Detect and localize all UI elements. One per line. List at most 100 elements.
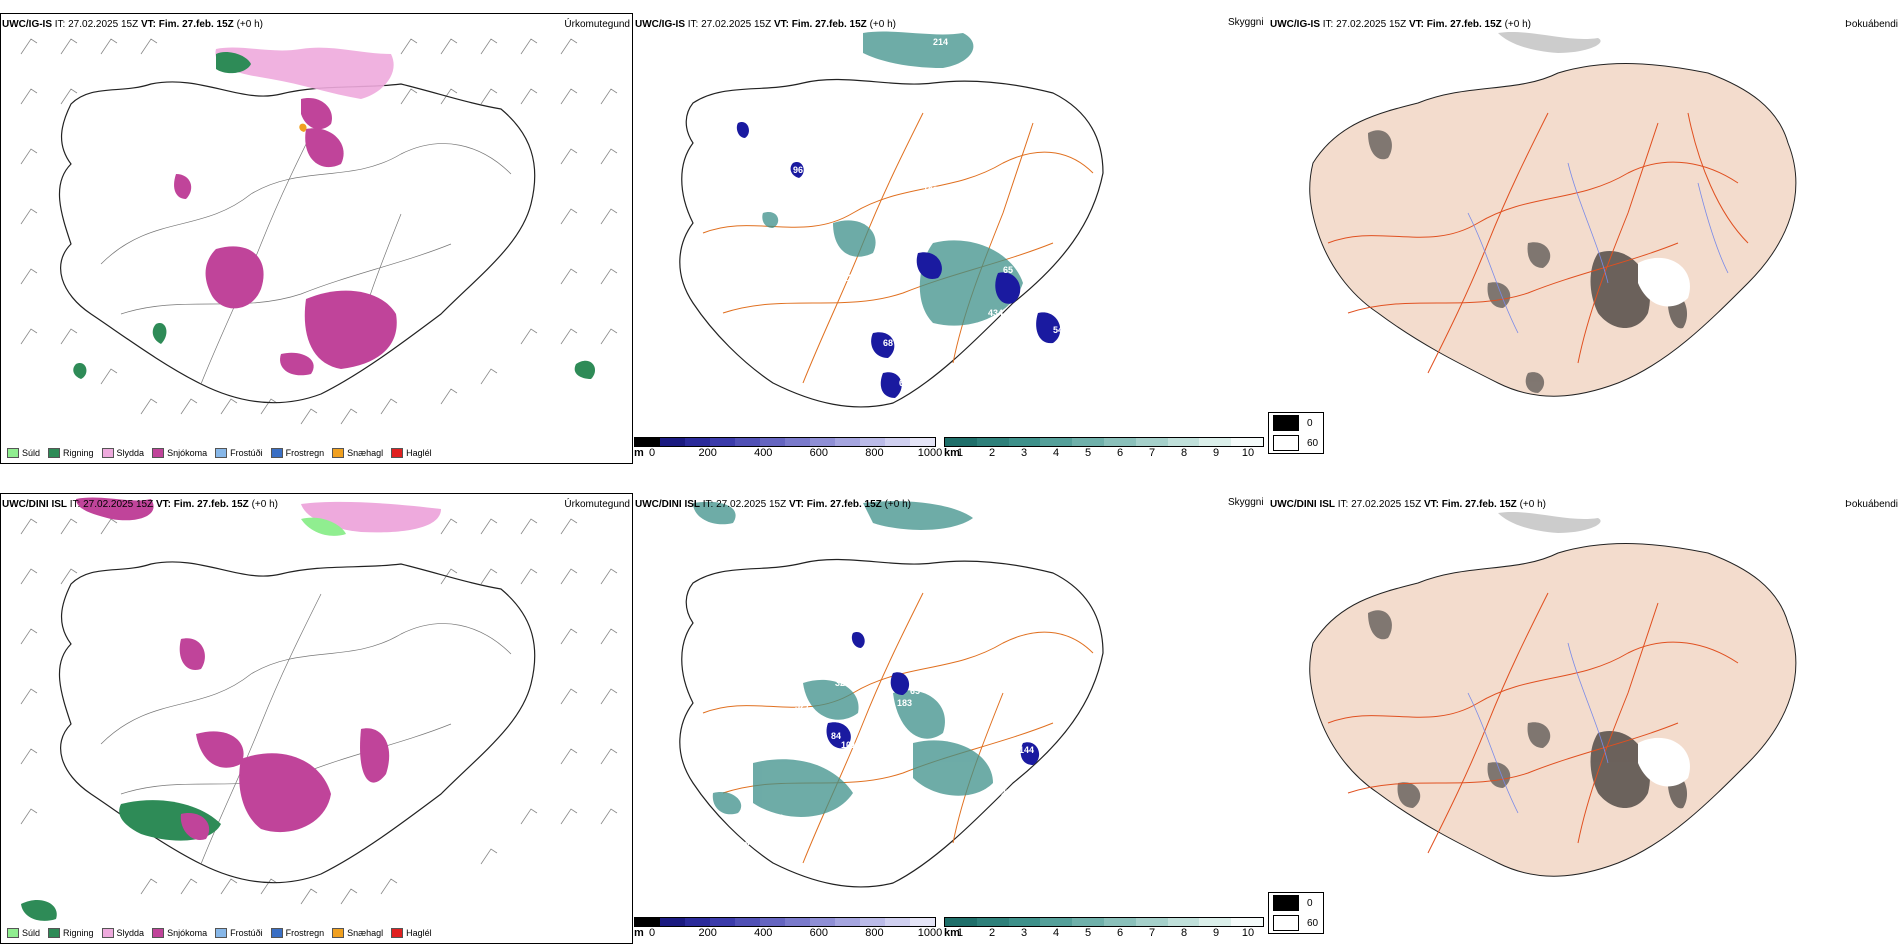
precip-legend-item: Snjókoma: [152, 928, 207, 938]
scale-tick: 10: [1241, 447, 1255, 459]
legend-label: Rigning: [63, 928, 94, 938]
precip-legend-item: Slydda: [101, 448, 144, 458]
scale-tick: 2: [988, 447, 996, 459]
vis-panel-bottom: 329 527 84 101 183 65 144 275 464 108 151 675 95 2: [633, 493, 1268, 944]
precip-areas: [73, 47, 596, 379]
scale-tick: 7: [1148, 447, 1156, 459]
fog-legend-item: 0: [1269, 413, 1323, 433]
ceiling-scale-bottom: 0 200 400 600 800 1000: [634, 917, 942, 939]
legend-label: Frostúði: [230, 448, 263, 458]
label-cloud-bottom: Þokuábendi: [1845, 499, 1898, 510]
cloud-map-bottom: [1309, 511, 1797, 877]
scale-swatch: [1231, 438, 1263, 446]
scale-tick: 6: [1116, 447, 1124, 459]
header-precip-top: UWC/IG-IS IT: 27.02.2025 15Z VT: Fim. 27…: [2, 17, 632, 33]
scale-swatch: [1103, 438, 1136, 446]
precip-legend-item: Haglél: [391, 928, 432, 938]
scale-tick: 200: [698, 447, 717, 459]
scale-swatch: [1135, 918, 1168, 926]
fog-label: 60: [1307, 437, 1319, 449]
ceiling-value-label: 61: [899, 378, 909, 388]
ceiling-value-label: 68: [883, 338, 893, 348]
precip-legend-item: Rigning: [48, 448, 94, 458]
ceiling-value-label: 151: [769, 813, 784, 823]
precip-legend-item: Snjókoma: [152, 448, 207, 458]
roads: [100, 113, 512, 385]
scale-tick: 3: [1020, 927, 1028, 939]
legend-swatch: [391, 448, 404, 458]
label-precip-bottom: Úrkomutegund: [564, 499, 630, 510]
legend-swatch: [152, 928, 165, 938]
scale-swatch: [1231, 918, 1263, 926]
scale-swatch: [1008, 918, 1041, 926]
ceiling-value-label: 65: [1003, 265, 1013, 275]
precip-legend-item: Snæhagl: [332, 448, 383, 458]
scale-swatch: [710, 438, 735, 446]
scale-tick: 1000: [917, 447, 943, 459]
precip-legend-item: Súld: [7, 928, 40, 938]
ceiling-value-label: 527: [795, 701, 810, 711]
ceiling-value-label: 275: [1001, 788, 1016, 798]
scale-swatch: [976, 918, 1009, 926]
legend-label: Snjókoma: [167, 448, 208, 458]
header-precip-bottom: UWC/DINI ISL IT: 27.02.2025 15Z VT: Fim.…: [2, 497, 632, 513]
scale-tick: 6: [1116, 927, 1124, 939]
precip-map-top: [20, 38, 618, 425]
ceiling-value-label: 108: [770, 835, 785, 845]
ceiling-value-label: 434: [988, 308, 1003, 318]
legend-swatch: [7, 928, 19, 938]
scale-swatch: [660, 438, 685, 446]
legend-label: Frostregn: [285, 928, 325, 938]
scale-tick: 1: [956, 927, 964, 939]
header-cloud-top: UWC/IG-IS IT: 27.02.2025 15Z VT: Fim. 27…: [1270, 17, 1900, 33]
scale-swatch: [835, 438, 860, 446]
ceiling-labels: 214 10 96 78 234 103 62 135 28 65 434 69 54 68 61 12 162: [741, 37, 1063, 388]
precip-legend-item: Frostregn: [270, 448, 325, 458]
precip-legend-item: Frostregn: [270, 928, 325, 938]
label-vis-bottom: Skyggni: [1228, 497, 1264, 508]
scale-swatch: [1072, 918, 1104, 926]
legend-swatch: [215, 928, 228, 938]
legend-swatch: [332, 928, 345, 938]
legend-swatch: [7, 448, 19, 458]
legend-label: Frostregn: [285, 448, 325, 458]
ceiling-unit-top: m: [634, 447, 644, 459]
scale-tick: 1: [956, 447, 964, 459]
scale-swatch: [1167, 438, 1200, 446]
scale-tick: 400: [754, 447, 773, 459]
legend-swatch: [270, 448, 283, 458]
ceiling-value-label: 69: [993, 323, 1003, 333]
label-precip-top: Úrkomutegund: [564, 19, 630, 30]
vis-unit-top: km: [944, 447, 960, 459]
scale-tick: 9: [1212, 447, 1220, 459]
vis-scale-bottom: 1 2 3 4 5 6 7 8 9 10: [944, 917, 1264, 939]
scale-tick: 8: [1180, 447, 1188, 459]
iceland-outline: [58, 81, 536, 404]
legend-swatch: [215, 448, 228, 458]
roads: [702, 112, 1094, 384]
scale-swatch: [860, 438, 885, 446]
ceiling-value-label: 135: [843, 273, 858, 283]
ceiling-areas: [736, 121, 1061, 398]
scale-swatch: [1167, 918, 1200, 926]
header-cloud-bottom: UWC/DINI ISL IT: 27.02.2025 15Z VT: Fim.…: [1270, 497, 1900, 513]
scale-tick: 7: [1148, 927, 1156, 939]
precip-panel-top: Súld Rigning Slydda Snjókoma Frostúði Frostre…: [0, 13, 633, 464]
wind-barbs: [20, 38, 618, 425]
scale-swatch: [1072, 438, 1104, 446]
fog-legend-item: 60: [1269, 913, 1323, 933]
legend-label: Haglél: [406, 928, 432, 938]
scale-swatch: [860, 918, 885, 926]
legend-swatch: [391, 928, 404, 938]
ceiling-value-label: 162: [1025, 292, 1040, 302]
legend-swatch: [270, 928, 283, 938]
ceiling-value-label: 101: [841, 740, 856, 750]
vis-map-top: 214 10 96 78 234 103 62 135 28 65 434 69 54 68 61 12 162: [679, 31, 1104, 408]
legend-swatch: [332, 448, 345, 458]
scale-swatch: [1135, 438, 1168, 446]
ceiling-value-label: 95: [901, 863, 911, 873]
precip-legend-item: Súld: [7, 448, 40, 458]
ceiling-value-label: 12: [873, 363, 883, 373]
ceiling-unit-bottom: m: [634, 927, 644, 939]
precip-legend-item: Frostúði: [215, 448, 263, 458]
